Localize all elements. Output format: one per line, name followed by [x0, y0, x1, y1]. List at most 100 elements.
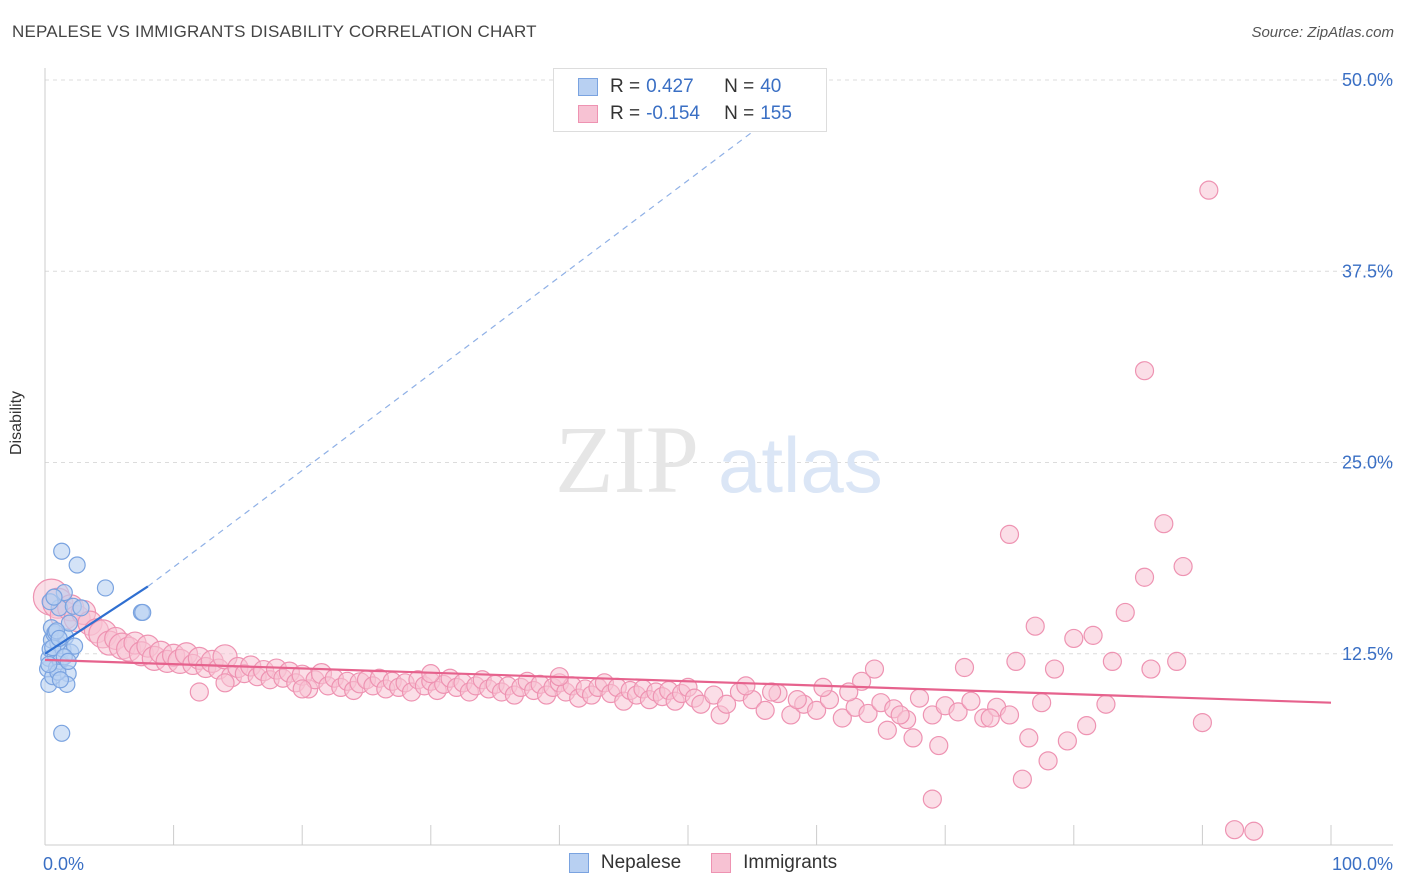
immigrants-point — [292, 679, 312, 699]
immigrants-point — [877, 720, 897, 740]
nepalese-point — [51, 671, 70, 689]
watermark-atlas: atlas — [718, 421, 883, 509]
immigrants-point — [922, 789, 942, 809]
immigrants-point — [954, 657, 975, 678]
nepalese-trend-extension — [147, 131, 753, 587]
nepalese-point — [134, 603, 152, 622]
x-tick-label: 0.0% — [43, 854, 84, 874]
immigrants-point — [761, 682, 782, 702]
immigrants-point — [806, 700, 827, 720]
immigrants-point — [1224, 820, 1245, 840]
trend-lines — [44, 131, 1332, 704]
immigrants-point — [1167, 651, 1187, 672]
immigrants-point — [858, 703, 878, 724]
nepalese-point — [72, 599, 90, 617]
legend-swatch-immigrants — [711, 853, 732, 873]
legend-label-nepalese: Nepalese — [600, 852, 682, 873]
nepalese-point — [68, 556, 86, 574]
tick-labels: 12.5% 25.0% 37.5% 50.0% 0.0% 100.0% — [43, 70, 1393, 874]
immigrants-point — [1096, 694, 1116, 714]
nepalese-point — [96, 579, 115, 597]
nepalese-points — [38, 542, 152, 742]
immigrants-point — [1083, 625, 1103, 645]
immigrants-point — [736, 676, 756, 696]
axes — [44, 68, 1393, 846]
correlation-legend: R = 0.427 N = 40 R = -0.154 N = 155 — [553, 68, 827, 132]
nepalese-point — [53, 542, 71, 560]
immigrants-point — [1134, 361, 1155, 381]
immigrants-point — [1154, 514, 1174, 534]
legend-swatch-nepalese — [578, 78, 598, 96]
immigrants-point — [716, 694, 737, 714]
immigrants-point — [1141, 659, 1161, 679]
immigrants-point — [1012, 769, 1032, 789]
chart-title: NEPALESE VS IMMIGRANTS DISABILITY CORREL… — [12, 22, 537, 41]
immigrants-point — [1192, 712, 1213, 733]
legend-swatch-immigrants — [578, 105, 598, 123]
immigrants-point — [215, 673, 235, 693]
x-tick-label: 100.0% — [1332, 854, 1393, 874]
legend-item-nepalese[interactable]: Nepalese — [568, 852, 682, 874]
immigrants-point — [1102, 651, 1122, 672]
immigrants-point — [1115, 602, 1135, 623]
watermark: ZIP atlas — [555, 406, 883, 513]
immigrants-point — [1199, 180, 1219, 200]
immigrants-point — [1057, 731, 1077, 751]
nepalese-point — [65, 637, 84, 655]
series-legend: Nepalese Immigrants — [0, 852, 1406, 874]
nepalese-trend-line — [44, 585, 149, 655]
legend-n-label: N = — [724, 76, 755, 97]
immigrants-point — [1244, 821, 1264, 841]
immigrants-point — [813, 677, 833, 698]
legend-r-label: R = — [610, 103, 641, 124]
immigrants-point — [1044, 659, 1065, 679]
immigrants-point — [1025, 616, 1045, 636]
immigrants-point — [1032, 693, 1052, 713]
immigrants-point — [903, 728, 923, 748]
legend-row-immigrants: R = -0.154 N = 155 — [578, 102, 792, 126]
y-tick-label: 12.5% — [1342, 644, 1393, 664]
immigrants-point — [1173, 556, 1193, 577]
immigrants-point — [852, 671, 872, 691]
source-label: Source: ZipAtlas.com — [1251, 24, 1394, 41]
legend-n-label: N = — [724, 103, 755, 124]
legend-r-label: R = — [610, 76, 641, 97]
legend-swatch-nepalese — [568, 853, 589, 873]
nepalese-point — [53, 724, 71, 742]
immigrants-point — [864, 659, 885, 679]
immigrants-points — [32, 180, 1264, 841]
legend-item-immigrants[interactable]: Immigrants — [711, 852, 837, 874]
y-tick-label: 50.0% — [1342, 70, 1393, 90]
immigrants-point — [929, 735, 949, 756]
immigrants-point — [890, 705, 910, 725]
legend-n-value: 40 — [760, 76, 782, 97]
nepalese-point — [60, 614, 79, 632]
immigrants-point — [787, 690, 807, 710]
immigrants-point — [948, 702, 968, 722]
immigrants-point — [1038, 751, 1058, 771]
legend-r-value: 0.427 — [646, 76, 694, 97]
y-tick-label: 37.5% — [1342, 261, 1393, 281]
immigrants-point — [961, 691, 981, 711]
legend-r-value: -0.154 — [646, 103, 700, 124]
immigrants-point — [909, 688, 930, 708]
immigrants-trend-line — [44, 658, 1332, 704]
immigrants-point — [755, 700, 775, 720]
legend-n-value: 155 — [760, 103, 792, 124]
immigrants-point — [1006, 651, 1026, 672]
immigrants-point — [1019, 728, 1039, 748]
legend-row-nepalese: R = 0.427 N = 40 — [578, 75, 781, 99]
y-tick-label: 25.0% — [1342, 453, 1393, 473]
immigrants-point — [1134, 567, 1155, 587]
nepalese-point — [40, 655, 58, 674]
immigrants-point — [999, 524, 1020, 545]
grid-lines — [45, 79, 1393, 655]
immigrants-point — [999, 705, 1020, 725]
nepalese-point — [45, 588, 63, 606]
immigrants-point — [832, 708, 852, 728]
watermark-zip: ZIP — [555, 406, 699, 513]
immigrants-point — [1077, 716, 1097, 736]
immigrants-point — [1064, 628, 1084, 649]
immigrants-point — [189, 682, 209, 702]
